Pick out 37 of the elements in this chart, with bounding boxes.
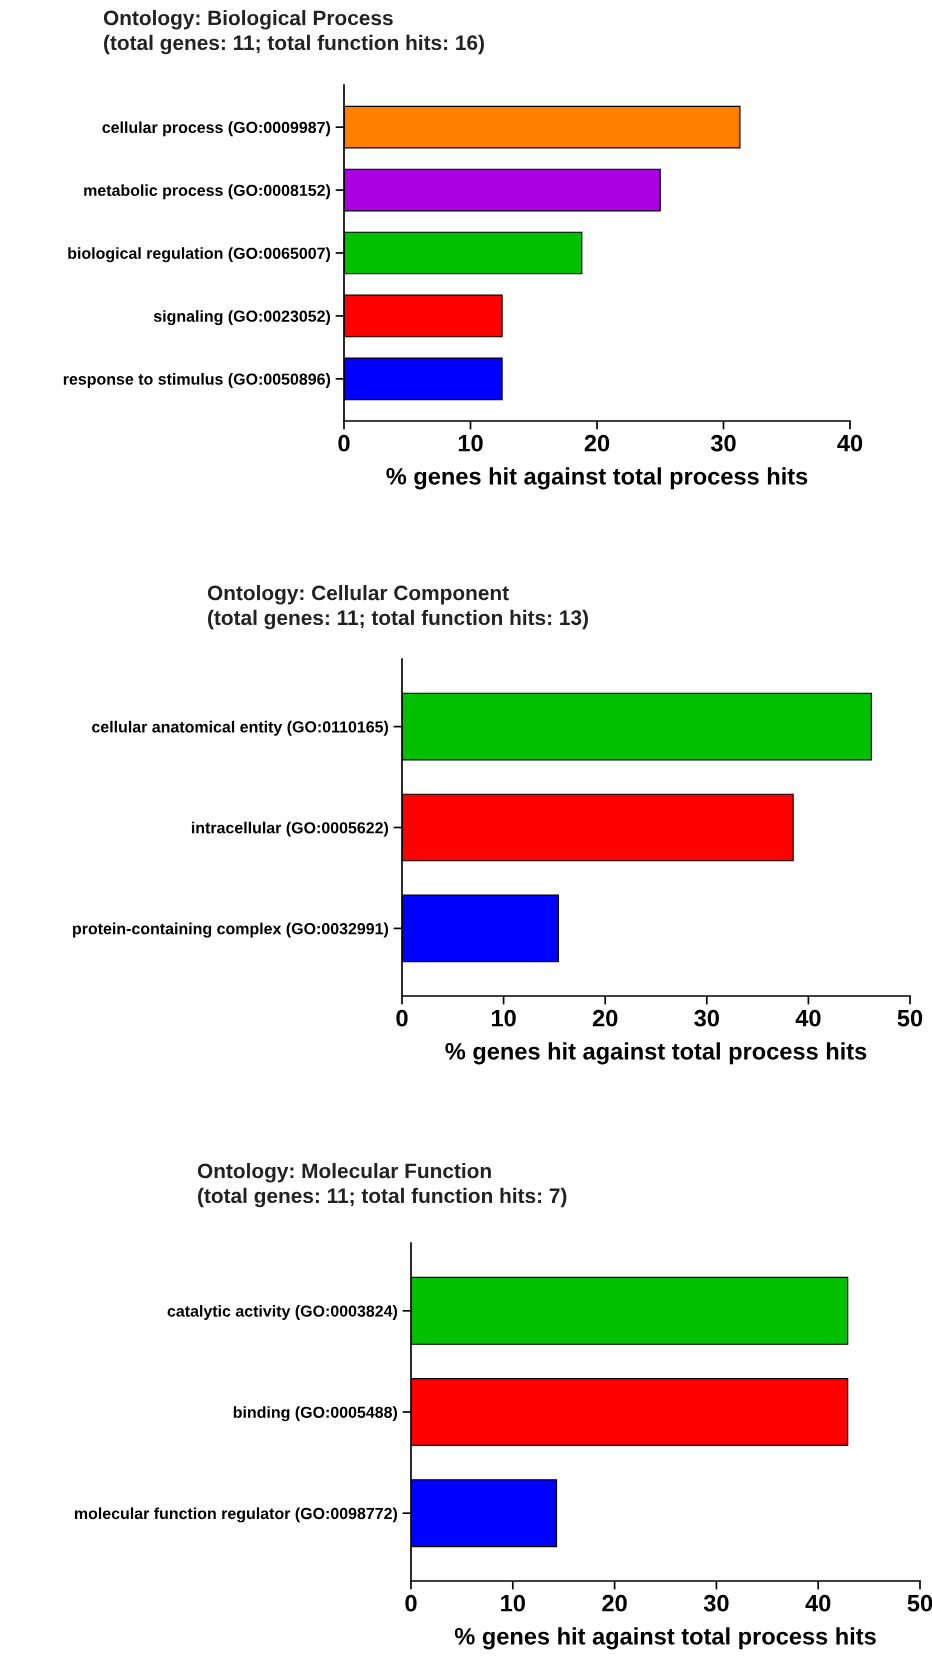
chart-title: Ontology: Molecular Function	[197, 1163, 491, 1183]
x-tick-label: 10	[458, 434, 483, 452]
x-tick-label: 20	[584, 434, 610, 452]
x-tick-label: 0	[405, 1594, 417, 1612]
chart-subtitle: (total genes: 11; total function hits: 16)	[104, 34, 484, 55]
x-tick-label: 0	[338, 434, 350, 452]
x-tick-label: 30	[694, 1009, 719, 1027]
y-tick-label: signaling (GO:0023052)	[153, 310, 331, 326]
y-tick-label: molecular function regulator (GO:0098772)	[74, 1507, 398, 1523]
chart-subtitle: (total genes: 11; total function hits: 13)	[208, 609, 588, 630]
x-tick-label: 50	[907, 1594, 932, 1612]
y-tick-label: cellular anatomical entity (GO:0110165)	[92, 720, 389, 736]
x-tick-label: 30	[710, 434, 736, 452]
x-axis-title: % genes hit against total process hits	[454, 1627, 876, 1650]
y-tick-label: intracellular (GO:0005622)	[191, 821, 389, 837]
y-tick-label: biological regulation (GO:0065007)	[68, 247, 331, 263]
x-tick-label: 10	[491, 1009, 516, 1027]
x-tick-label: 50	[897, 1009, 923, 1027]
chart-subtitle: (total genes: 11; total function hits: 7)	[198, 1187, 567, 1208]
x-tick-label: 40	[805, 1594, 831, 1612]
x-tick-label: 30	[703, 1594, 729, 1612]
x-tick-label: 10	[501, 1594, 525, 1612]
y-tick-label: cellular process (GO:0009987)	[102, 121, 331, 137]
x-axis-title: % genes hit against total process hits	[386, 467, 808, 490]
x-axis-title: % genes hit against total process hits	[445, 1042, 867, 1065]
y-tick-label: catalytic activity (GO:0003824)	[167, 1305, 398, 1320]
x-tick-label: 40	[837, 434, 863, 452]
y-tick-label: metabolic process (GO:0008152)	[84, 184, 331, 200]
chart-title: Ontology: Cellular Component	[207, 585, 509, 605]
y-tick-label: response to stimulus (GO:0050896)	[63, 373, 331, 388]
x-tick-label: 0	[396, 1009, 408, 1027]
x-tick-label: 40	[795, 1009, 821, 1027]
x-tick-label: 20	[602, 1594, 627, 1612]
y-tick-label: binding (GO:0005488)	[233, 1406, 398, 1422]
x-tick-label: 20	[592, 1009, 618, 1027]
y-tick-label: protein-containing complex (GO:0032991)	[73, 922, 389, 938]
chart-title: Ontology: Biological Process	[103, 10, 393, 30]
